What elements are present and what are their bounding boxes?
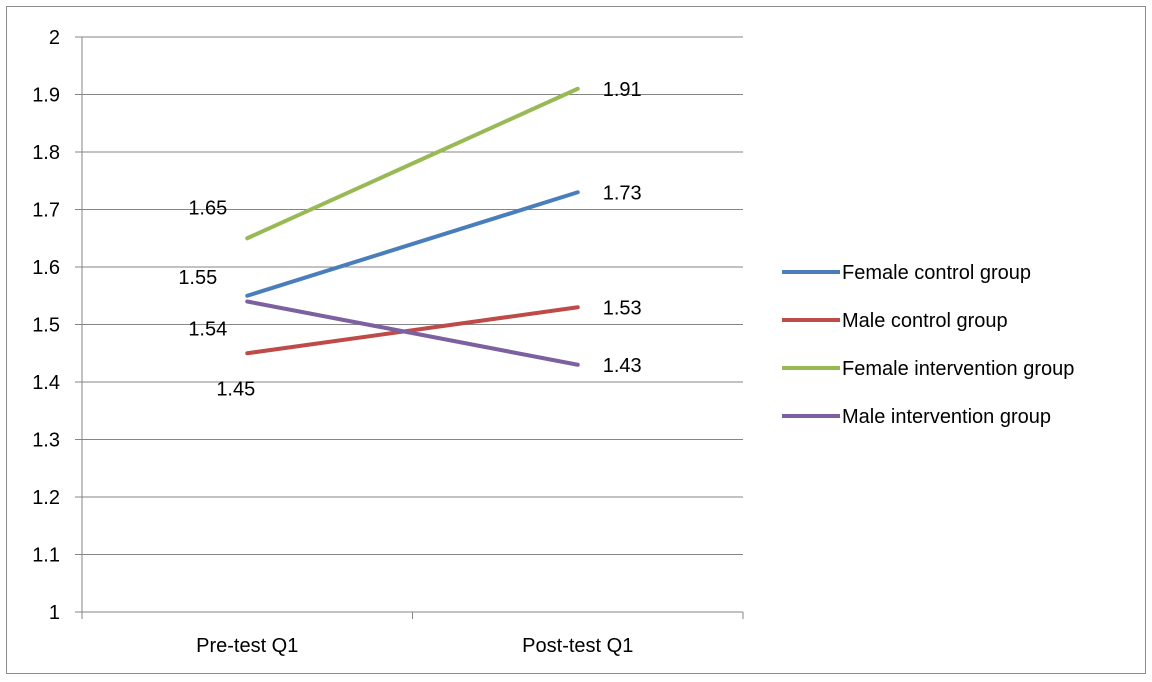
y-tick-label: 1.4 [32, 372, 60, 394]
y-tick-label: 1.6 [32, 257, 60, 279]
data-label: 1.73 [603, 182, 642, 204]
x-tick-label: Post-test Q1 [522, 635, 633, 657]
data-label: 1.91 [603, 79, 642, 101]
series-line [245, 305, 580, 356]
y-tick-label: 1.8 [32, 142, 60, 164]
y-tick-label: 1.2 [32, 487, 60, 509]
legend: Female control group Male control group Fe… [782, 262, 1074, 428]
y-tick-label: 1.3 [32, 430, 60, 452]
series-line [245, 299, 580, 367]
data-label: 1.53 [603, 297, 642, 319]
data-label: 1.65 [188, 197, 227, 219]
data-label: 1.45 [216, 378, 255, 400]
y-tick-label: 1.5 [32, 315, 60, 337]
series-lines [245, 86, 580, 367]
legend-label: Female control group [842, 262, 1031, 284]
y-tick-label: 1.7 [32, 200, 60, 222]
data-labels: 1.55 1.73 1.45 1.53 1.65 1.91 1.54 1.43 [178, 79, 641, 401]
y-tick-label: 1.1 [32, 545, 60, 567]
series-line [245, 86, 580, 241]
x-tick-label: Pre-test Q1 [196, 635, 298, 657]
data-label: 1.54 [188, 319, 227, 341]
legend-label: Male intervention group [842, 406, 1051, 428]
gridlines [82, 36, 743, 555]
y-tick-label: 1.9 [32, 85, 60, 107]
legend-label: Male control group [842, 310, 1008, 332]
series-line [245, 190, 580, 298]
chart-frame [6, 6, 1146, 674]
axes: 1 1.1 1.2 1.3 1.4 1.5 1.6 1.7 1.8 1.9 2 Pre-test Q1… [32, 27, 744, 657]
y-tick-label: 1 [49, 602, 60, 624]
y-tick-label: 2 [49, 27, 60, 49]
data-label: 1.43 [603, 355, 642, 377]
legend-label: Female intervention group [842, 358, 1074, 380]
data-label: 1.55 [178, 267, 217, 289]
